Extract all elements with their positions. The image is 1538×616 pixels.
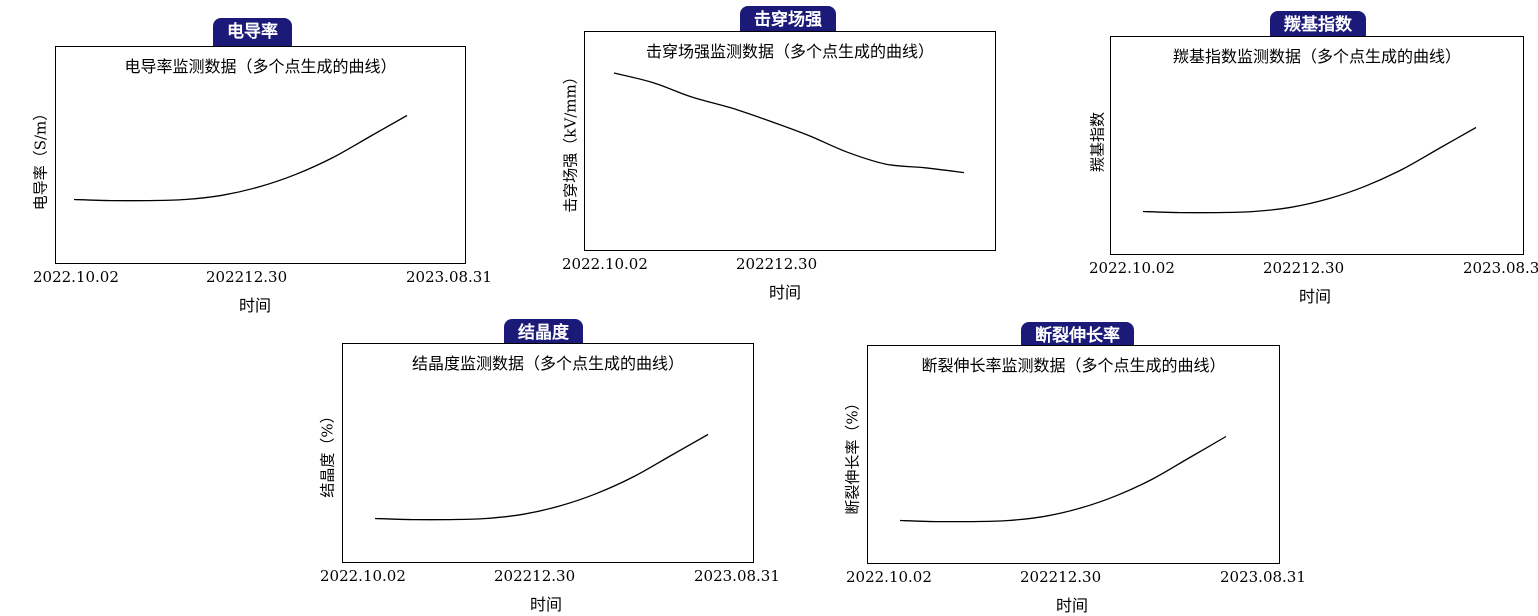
x-axis-label-carbonyl: 时间 — [1299, 287, 1332, 306]
chart-frame-conductivity: 电导率监测数据（多个点生成的曲线） — [55, 46, 466, 264]
x-tick-crystallinity-1: 202212.30 — [494, 567, 576, 585]
plot-area-conductivity — [73, 114, 408, 202]
badge-conductivity: 电导率 — [213, 18, 292, 46]
plot-area-elongation — [899, 435, 1227, 523]
x-axis-label-crystallinity: 时间 — [530, 595, 563, 614]
chart-title-breakdown: 击穿场强监测数据（多个点生成的曲线） — [645, 42, 934, 61]
plot-area-crystallinity — [374, 433, 709, 521]
plot-area-breakdown — [613, 72, 965, 174]
y-axis-label-crystallinity: 结晶度（%） — [318, 408, 337, 498]
x-tick-breakdown-1: 202212.30 — [736, 255, 818, 273]
x-tick-crystallinity-2: 2023.08.31 — [694, 567, 780, 585]
chart-frame-elongation: 断裂伸长率监测数据（多个点生成的曲线） — [867, 345, 1280, 564]
x-tick-conductivity-2: 2023.08.31 — [406, 268, 492, 286]
x-tick-conductivity-0: 2022.10.02 — [33, 268, 119, 286]
x-axis-label-elongation: 时间 — [1056, 596, 1089, 615]
series-line-breakdown — [613, 72, 965, 174]
x-tick-carbonyl-2: 2023.08.3 — [1463, 259, 1538, 277]
badge-carbonyl: 羰基指数 — [1270, 11, 1366, 39]
x-tick-carbonyl-1: 202212.30 — [1263, 259, 1345, 277]
plot-area-carbonyl — [1142, 126, 1477, 214]
x-tick-elongation-0: 2022.10.02 — [846, 568, 932, 586]
x-tick-conductivity-1: 202212.30 — [206, 268, 288, 286]
badge-crystallinity: 结晶度 — [504, 319, 583, 347]
chart-frame-crystallinity: 结晶度监测数据（多个点生成的曲线） — [342, 343, 754, 563]
y-axis-label-breakdown: 击穿场强（kV/mm） — [561, 69, 580, 213]
chart-title-conductivity: 电导率监测数据（多个点生成的曲线） — [124, 57, 397, 76]
chart-title-elongation: 断裂伸长率监测数据（多个点生成的曲线） — [921, 356, 1226, 375]
x-tick-elongation-2: 2023.08.31 — [1220, 568, 1306, 586]
badge-breakdown: 击穿场强 — [740, 6, 836, 34]
x-axis-label-conductivity: 时间 — [239, 296, 272, 315]
y-axis-label-conductivity: 电导率（S/m） — [31, 105, 50, 211]
series-line-crystallinity — [374, 433, 709, 521]
chart-frame-carbonyl: 羰基指数监测数据（多个点生成的曲线） — [1110, 36, 1524, 255]
series-line-carbonyl — [1142, 126, 1477, 214]
x-tick-carbonyl-0: 2022.10.02 — [1089, 259, 1175, 277]
series-line-elongation — [899, 435, 1227, 523]
x-tick-elongation-1: 202212.30 — [1020, 568, 1102, 586]
y-axis-label-elongation: 断裂伸长率（%） — [843, 395, 862, 515]
y-axis-label-carbonyl: 羰基指数 — [1088, 111, 1107, 173]
chart-title-carbonyl: 羰基指数监测数据（多个点生成的曲线） — [1172, 47, 1461, 66]
series-line-conductivity — [73, 114, 408, 202]
x-tick-breakdown-0: 2022.10.02 — [562, 255, 648, 273]
chart-title-crystallinity: 结晶度监测数据（多个点生成的曲线） — [411, 354, 684, 373]
x-axis-label-breakdown: 时间 — [769, 283, 802, 302]
x-tick-crystallinity-0: 2022.10.02 — [320, 567, 406, 585]
chart-frame-breakdown: 击穿场强监测数据（多个点生成的曲线） — [584, 31, 996, 251]
